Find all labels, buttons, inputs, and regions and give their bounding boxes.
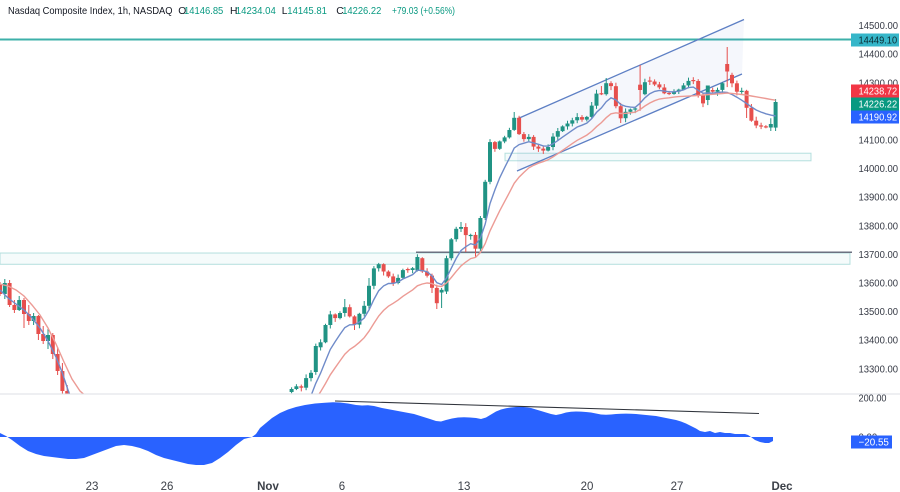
svg-text:13400.00: 13400.00 [859, 336, 899, 347]
svg-text:23: 23 [86, 481, 99, 492]
svg-text:13700.00: 13700.00 [859, 250, 899, 261]
svg-text:13: 13 [458, 481, 471, 492]
svg-text:14226.22: 14226.22 [859, 100, 898, 111]
svg-text:13600.00: 13600.00 [859, 279, 899, 290]
svg-text:Nov: Nov [257, 481, 279, 492]
svg-text:14238.72: 14238.72 [859, 87, 898, 98]
svg-text:14145.81: 14145.81 [287, 6, 327, 17]
svg-text:26: 26 [161, 481, 174, 492]
svg-text:14190.92: 14190.92 [859, 113, 898, 124]
svg-text:H: H [230, 6, 237, 17]
svg-text:14226.22: 14226.22 [342, 6, 381, 17]
svg-text:14146.85: 14146.85 [184, 6, 224, 17]
svg-text:13900.00: 13900.00 [859, 193, 899, 204]
svg-text:14000.00: 14000.00 [859, 164, 899, 175]
svg-text:200.00: 200.00 [859, 394, 887, 405]
svg-text:6: 6 [339, 481, 345, 492]
svg-text:−20.55: −20.55 [859, 438, 890, 449]
svg-text:O: O [178, 6, 186, 17]
svg-text:14500.00: 14500.00 [859, 21, 899, 32]
svg-text:14100.00: 14100.00 [859, 136, 899, 147]
svg-text:C: C [336, 6, 344, 17]
svg-text:13500.00: 13500.00 [859, 307, 899, 318]
svg-text:Dec: Dec [771, 481, 793, 492]
svg-text:13800.00: 13800.00 [859, 221, 899, 232]
svg-text:13300.00: 13300.00 [859, 364, 899, 375]
svg-text:20: 20 [581, 481, 594, 492]
svg-text:14234.04: 14234.04 [236, 6, 276, 17]
svg-text:L: L [282, 6, 288, 17]
svg-text:14300.00: 14300.00 [859, 78, 899, 89]
svg-text:Nasdaq Composite Index, 1h, NA: Nasdaq Composite Index, 1h, NASDAQ [8, 6, 173, 17]
svg-text:14449.10: 14449.10 [859, 36, 898, 47]
svg-text:27: 27 [671, 481, 684, 492]
svg-text:+79.03 (+0.56%): +79.03 (+0.56%) [392, 6, 455, 17]
svg-text:14400.00: 14400.00 [859, 50, 899, 61]
